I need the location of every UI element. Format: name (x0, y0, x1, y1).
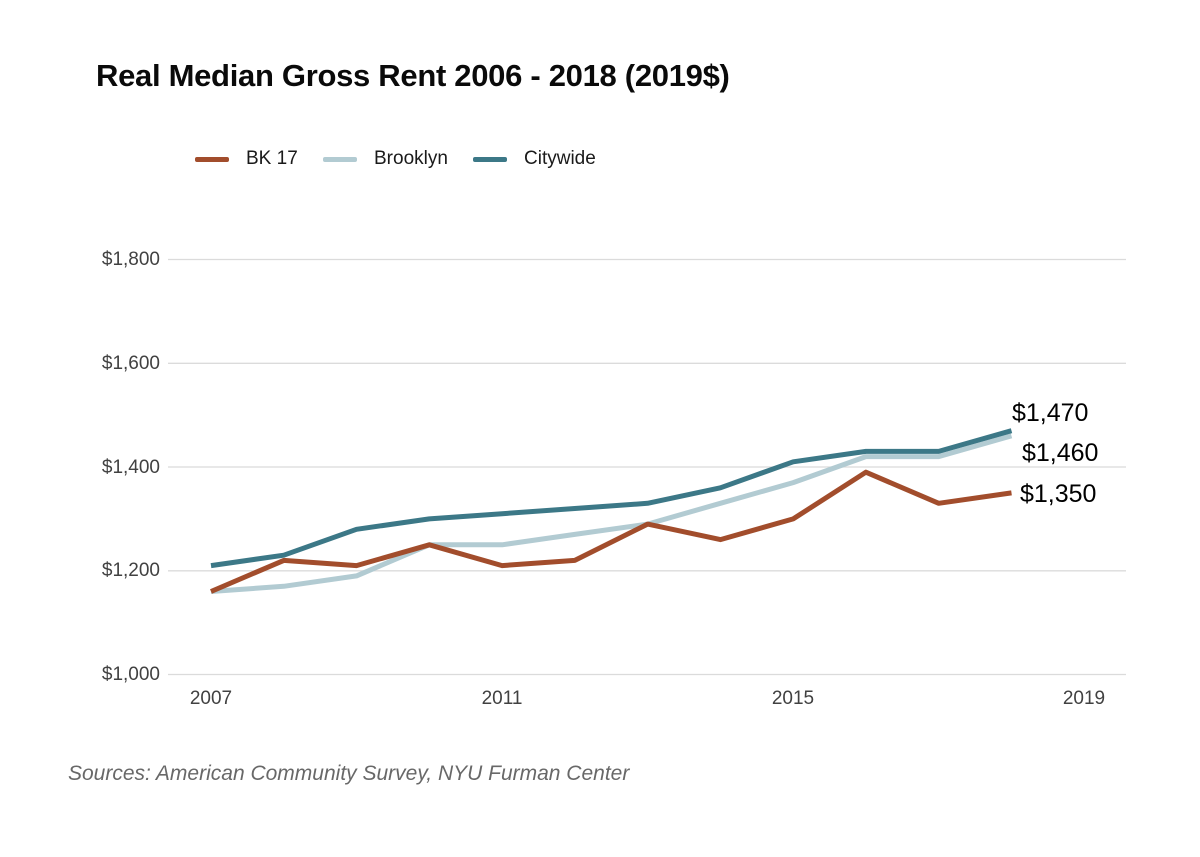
series-lines (210, 428, 1013, 594)
y-axis-tick-label: $1,800 (101, 249, 160, 270)
end-value-label-citywide: $1,470 (1012, 399, 1089, 427)
y-axis-tick-label: $1,200 (101, 560, 160, 581)
legend-swatch-icon (473, 156, 507, 162)
source-note: Sources: American Community Survey, NYU … (68, 762, 630, 785)
line-bk-17 (210, 469, 1012, 594)
legend-label: BK 17 (246, 148, 298, 169)
legend-swatch-icon (323, 156, 357, 162)
y-axis-tick-label: $1,600 (101, 353, 160, 374)
legend-label: Citywide (524, 148, 596, 169)
line-brooklyn (210, 433, 1013, 594)
plot-area (168, 258, 1126, 676)
end-value-label-brooklyn: $1,460 (1022, 439, 1099, 467)
line-citywide (210, 428, 1013, 569)
y-axis-tick-label: $1,000 (101, 664, 160, 685)
legend-swatch-icon (195, 156, 229, 162)
legend-label: Brooklyn (374, 148, 448, 169)
x-axis-tick-label: 2019 (1062, 688, 1106, 709)
x-axis-tick-label: 2015 (771, 688, 815, 709)
end-value-label-bk-17: $1,350 (1020, 480, 1097, 508)
y-axis-tick-label: $1,400 (101, 457, 160, 478)
x-axis-tick-label: 2011 (481, 688, 523, 709)
chart-title: Real Median Gross Rent 2006 - 2018 (2019… (96, 58, 730, 93)
x-axis-tick-label: 2007 (189, 688, 233, 709)
legend-item-bk-17: BK 17 (195, 148, 298, 170)
gridlines (168, 258, 1126, 676)
legend-item-citywide: Citywide (473, 148, 596, 170)
legend-item-brooklyn: Brooklyn (323, 148, 448, 170)
